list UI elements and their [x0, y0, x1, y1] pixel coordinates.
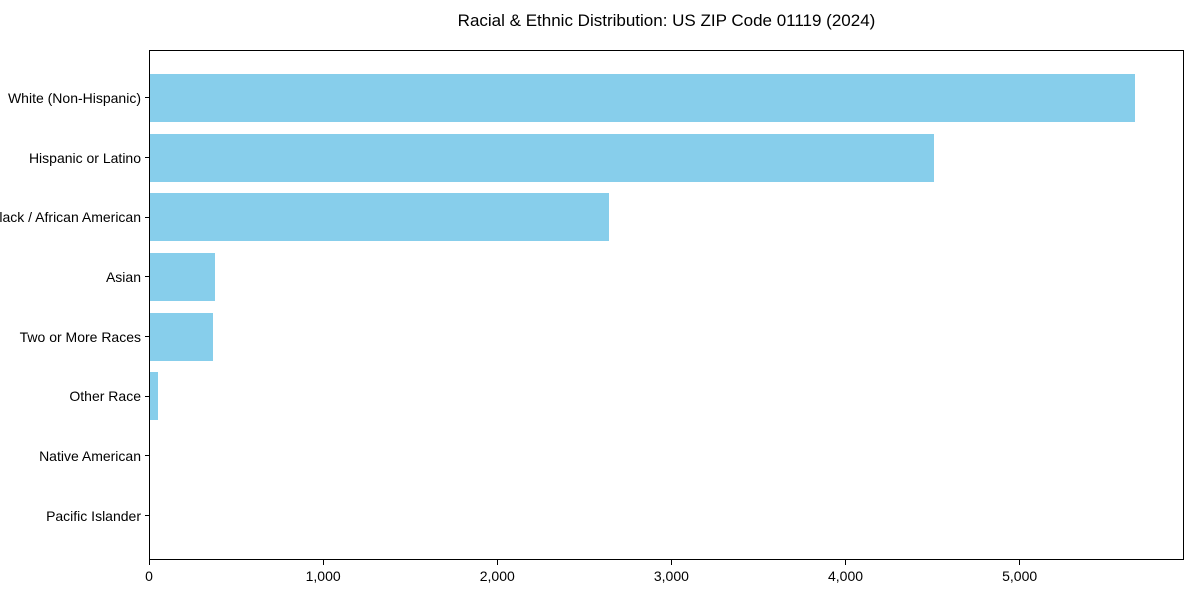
bar: [150, 312, 214, 361]
x-tick-mark: [1019, 560, 1021, 565]
y-axis-label: Pacific Islander: [46, 507, 141, 524]
y-tick-mark: [145, 515, 150, 517]
x-axis: 0 1,000 2,000 3,000 4,000 5,000: [145, 560, 1184, 598]
y-axis-label: Hispanic or Latino: [28, 149, 141, 166]
bar: [150, 73, 1136, 122]
x-tick-mark: [670, 560, 672, 565]
y-tick-mark: [145, 276, 150, 278]
bar-row: Pacific Islander: [46, 486, 1183, 546]
x-tick-mark: [496, 560, 498, 565]
x-tick-mark: [322, 560, 324, 565]
x-tick-label: 2,000: [479, 568, 515, 584]
plot-area: White (Non-Hispanic) Hispanic or Latino …: [0, 50, 1184, 560]
chart-title: Racial & Ethnic Distribution: US ZIP Cod…: [457, 11, 876, 30]
bar-row: Two or More Races: [20, 307, 1183, 367]
bar-row: White (Non-Hispanic): [8, 68, 1183, 128]
bar-row: Black / African American: [0, 187, 1183, 247]
y-tick-mark: [145, 336, 150, 338]
y-axis-label: Asian: [105, 268, 141, 285]
x-tick-mark: [845, 560, 846, 565]
bar-rows: White (Non-Hispanic) Hispanic or Latino …: [0, 68, 1183, 546]
x-tick-label: 3,000: [653, 568, 689, 584]
y-tick-mark: [145, 455, 150, 457]
y-axis-label: Black / African American: [0, 209, 141, 226]
x-tick-label: 1,000: [305, 568, 341, 584]
bar: [150, 133, 934, 182]
y-axis-label: Two or More Races: [19, 328, 141, 345]
bar-row: Other Race: [69, 366, 1183, 426]
x-tick-label: 4,000: [827, 568, 864, 584]
bar: [150, 193, 609, 242]
x-tick-label: 5,000: [1002, 568, 1038, 584]
y-axis-label: Other Race: [69, 388, 141, 405]
x-tick-mark: [148, 560, 150, 565]
bar-row: Native American: [39, 426, 1183, 486]
bar-row: Hispanic or Latino: [29, 128, 1183, 188]
bar: [150, 252, 216, 301]
y-axis-label: White (Non-Hispanic): [7, 89, 141, 106]
y-tick-mark: [145, 395, 150, 397]
y-tick-mark: [145, 216, 150, 218]
y-tick-mark: [145, 157, 150, 159]
x-tick-label: 0: [145, 568, 153, 584]
bar-row: Asian: [106, 247, 1183, 307]
y-tick-mark: [145, 97, 150, 99]
bar: [150, 372, 158, 421]
y-axis-label: Native American: [39, 447, 141, 464]
